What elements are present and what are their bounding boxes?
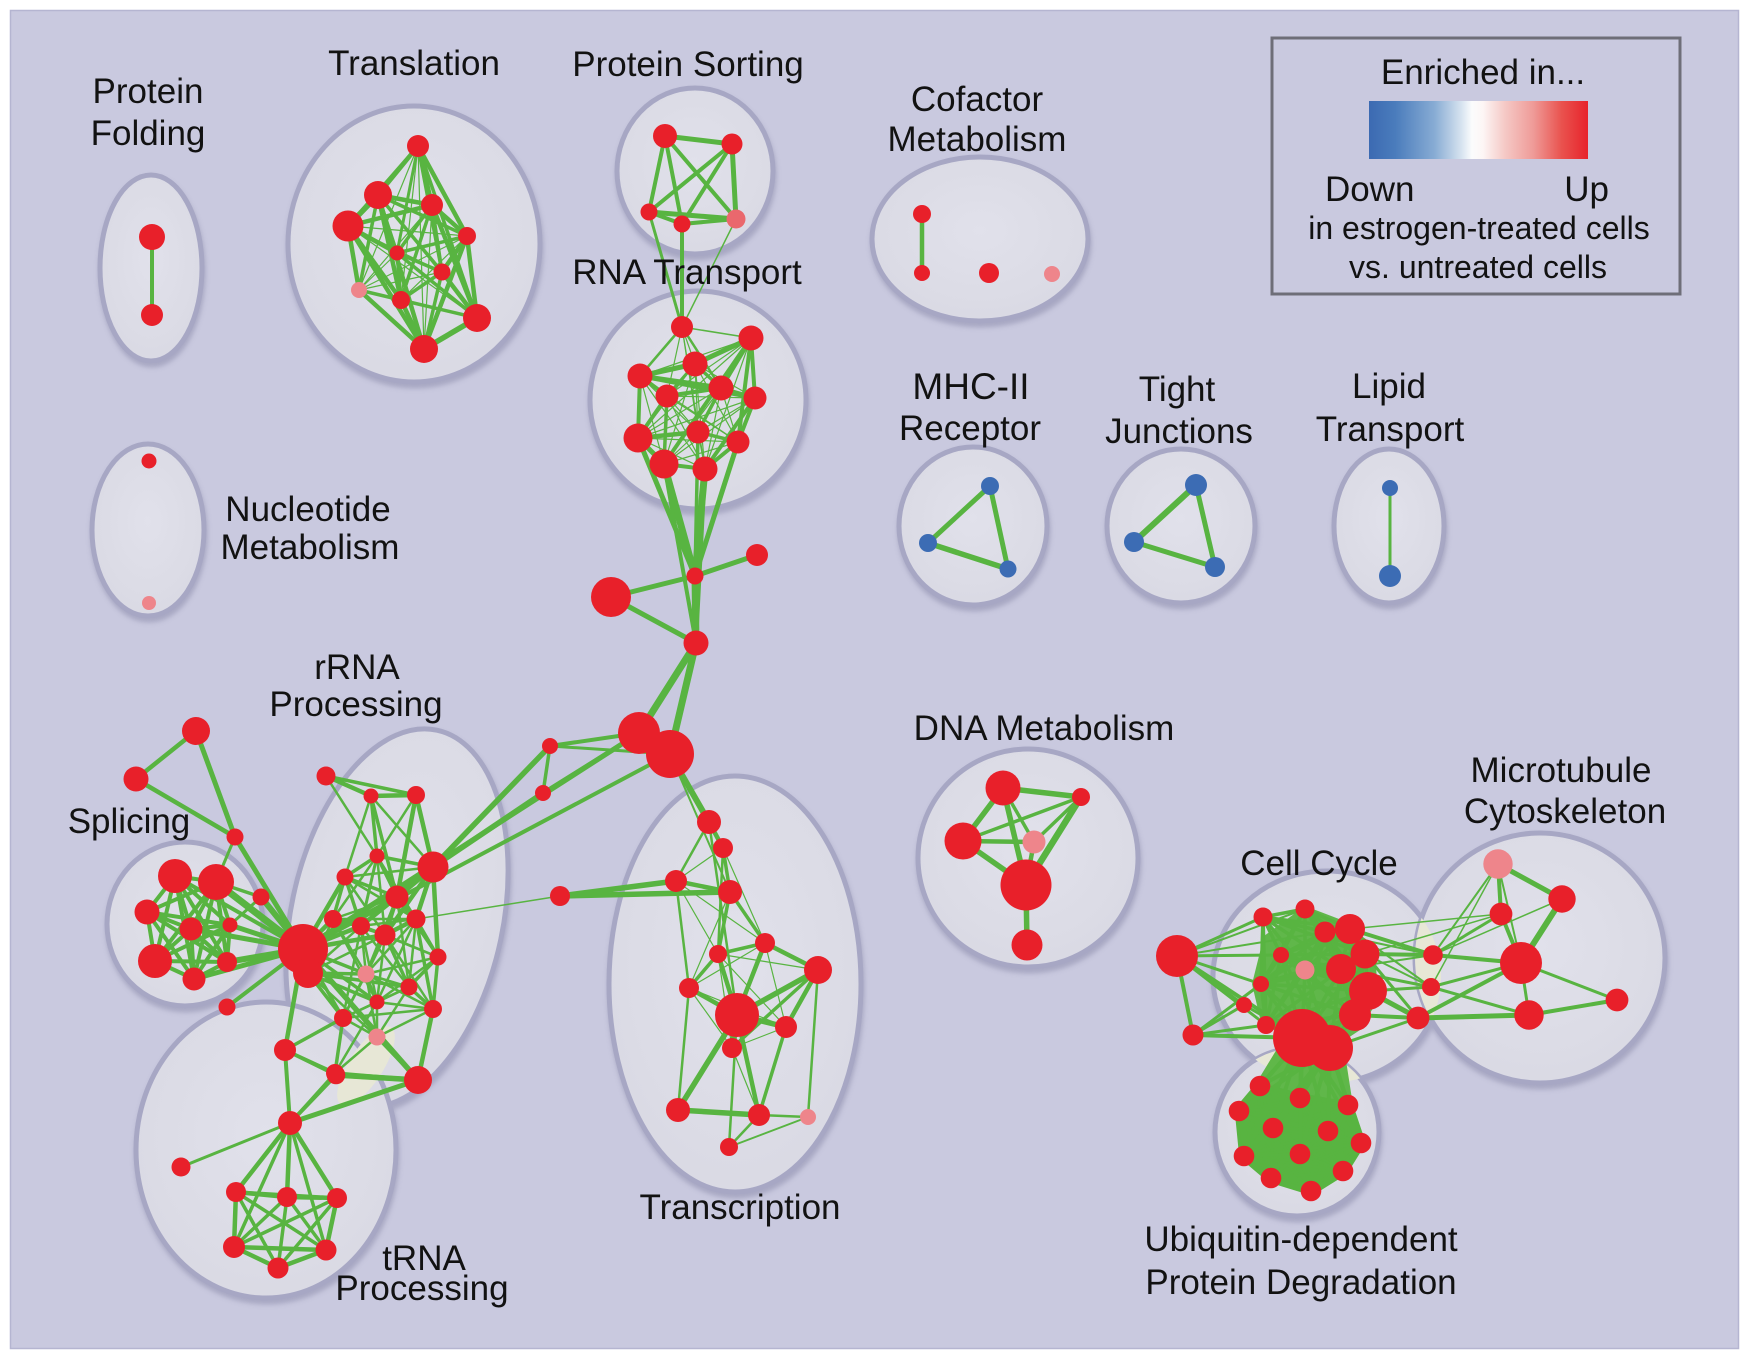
svg-text:DNA Metabolism: DNA Metabolism — [914, 709, 1175, 748]
svg-text:Tight: Tight — [1139, 370, 1216, 409]
svg-text:Folding: Folding — [91, 114, 206, 153]
svg-text:Ubiquitin-dependent: Ubiquitin-dependent — [1144, 1220, 1458, 1259]
svg-text:Lipid: Lipid — [1352, 367, 1426, 406]
svg-text:Junctions: Junctions — [1105, 412, 1253, 451]
svg-text:Receptor: Receptor — [899, 409, 1041, 448]
svg-text:Processing: Processing — [335, 1269, 508, 1308]
svg-text:Translation: Translation — [328, 44, 500, 83]
svg-text:Protein: Protein — [93, 72, 204, 111]
svg-text:Protein Degradation: Protein Degradation — [1145, 1263, 1456, 1302]
svg-text:Transcription: Transcription — [640, 1188, 841, 1227]
svg-text:RNA Transport: RNA Transport — [572, 253, 802, 292]
svg-text:Up: Up — [1564, 170, 1609, 209]
svg-text:in estrogen-treated cells: in estrogen-treated cells — [1308, 210, 1650, 246]
svg-text:Metabolism: Metabolism — [221, 528, 400, 567]
svg-text:MHC-II: MHC-II — [912, 366, 1029, 407]
svg-text:Cofactor: Cofactor — [911, 80, 1044, 119]
svg-text:rRNA: rRNA — [314, 648, 400, 687]
svg-text:Transport: Transport — [1316, 410, 1465, 449]
svg-text:vs. untreated cells: vs. untreated cells — [1349, 249, 1607, 285]
svg-text:Cell Cycle: Cell Cycle — [1240, 844, 1398, 883]
svg-text:Splicing: Splicing — [68, 802, 191, 841]
svg-text:Enriched in...: Enriched in... — [1381, 53, 1585, 92]
svg-text:Processing: Processing — [269, 685, 442, 724]
svg-text:Microtubule: Microtubule — [1471, 751, 1652, 790]
svg-text:Protein Sorting: Protein Sorting — [572, 45, 804, 84]
svg-text:Down: Down — [1325, 170, 1414, 209]
svg-text:Cytoskeleton: Cytoskeleton — [1464, 792, 1666, 831]
svg-text:Nucleotide: Nucleotide — [225, 490, 390, 529]
svg-text:Metabolism: Metabolism — [888, 120, 1067, 159]
svg-text:tRNA: tRNA — [382, 1239, 466, 1278]
